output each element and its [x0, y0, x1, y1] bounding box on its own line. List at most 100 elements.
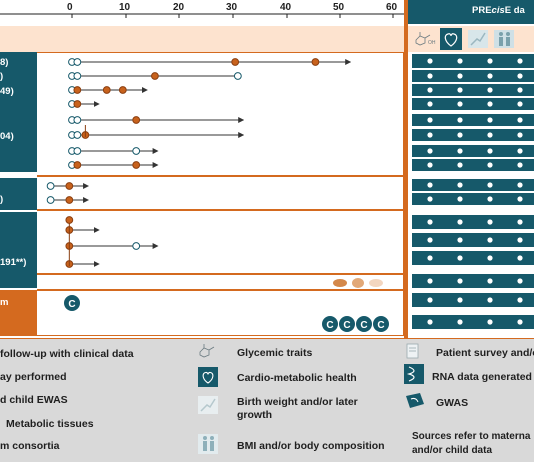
tick-label: 20: [173, 2, 185, 13]
legend-item: m consortia: [0, 440, 60, 452]
precise-row: [412, 251, 534, 265]
precise-row: [412, 114, 534, 126]
availability-dot: [427, 117, 433, 123]
axis-header: [0, 0, 404, 26]
availability-dot: [427, 73, 433, 79]
organs-icon: [333, 278, 383, 288]
availability-dot: [427, 297, 433, 303]
availability-dot: [517, 237, 523, 243]
consortium-badge: C: [356, 316, 372, 332]
legend-item: Patient survey and/o: [436, 347, 534, 359]
icon-band: OH: [408, 26, 534, 52]
body-icon: [494, 30, 514, 48]
availability-dot: [457, 237, 463, 243]
left-column-lower: [0, 212, 37, 272]
consortium-badge-circle: [339, 316, 355, 332]
legend-item: Metabolic tissues: [6, 418, 94, 430]
availability-dot: [517, 219, 523, 225]
section-border: [37, 290, 404, 336]
open-dot: [73, 58, 82, 66]
precise-row: [412, 98, 534, 110]
open-dot: [73, 72, 82, 80]
growth-icon: [468, 30, 488, 48]
filled-dot: [231, 58, 240, 66]
body-icon: [198, 434, 218, 454]
legend-item: ay performed: [0, 371, 67, 383]
precise-header: PREcisE da: [408, 0, 534, 24]
availability-dot: [517, 319, 523, 325]
precise-title-part: PRE: [472, 5, 492, 16]
precise-data-grid: [404, 0, 534, 340]
precise-row: [412, 159, 534, 171]
availability-dot: [487, 162, 493, 168]
availability-dot: [517, 162, 523, 168]
cohort-label: ): [0, 194, 4, 205]
svg-text:OH: OH: [428, 40, 436, 46]
legend-item: BMI and/or body composition: [237, 440, 385, 452]
availability-dot: [457, 132, 463, 138]
filled-dot: [151, 72, 159, 80]
axis-line: [0, 13, 404, 18]
availability-dot: [457, 87, 463, 93]
section-border: [37, 176, 404, 210]
availability-dot: [517, 148, 523, 154]
glucose-icon: OH: [415, 32, 436, 46]
filled-dot: [132, 116, 141, 124]
consortia-label: m: [0, 297, 9, 308]
filled-dot: [118, 86, 127, 94]
gwas-icon: [406, 393, 424, 408]
left-column-consortia: [0, 290, 37, 336]
open-dot: [73, 116, 82, 124]
availability-dot: [517, 87, 523, 93]
open-dot: [132, 147, 141, 155]
availability-dot: [517, 278, 523, 284]
consortium-badge-letter: C: [360, 320, 367, 331]
availability-dot: [457, 278, 463, 284]
filled-dot: [102, 86, 111, 94]
availability-dot: [517, 196, 523, 202]
availability-dot: [457, 73, 463, 79]
legend-item: d child EWAS: [0, 394, 68, 406]
availability-dot: [517, 182, 523, 188]
consortium-badge-circle: [373, 316, 389, 332]
availability-dot: [517, 297, 523, 303]
cohort-label: ): [0, 71, 4, 82]
legend-item: RNA data generated: [432, 371, 532, 383]
consortium-badge-letter: C: [343, 320, 350, 331]
availability-dot: [427, 319, 433, 325]
filled-dot: [73, 161, 82, 169]
availability-dot: [517, 132, 523, 138]
legend-item: Glycemic traits: [237, 347, 313, 359]
precise-row: [412, 193, 534, 205]
availability-dot: [487, 219, 493, 225]
cohort-label: 04): [0, 131, 14, 142]
availability-dot: [427, 237, 433, 243]
legend-item: follow-up with clinical data: [0, 348, 134, 360]
availability-dot: [457, 182, 463, 188]
consortium-badge-circle: [64, 295, 80, 311]
availability-dot: [457, 58, 463, 64]
consortium-badge: C: [339, 316, 355, 332]
consortium-badge-letter: C: [68, 299, 75, 310]
grid-divider: [404, 0, 408, 340]
availability-dot: [517, 255, 523, 261]
glucose-icon: [199, 344, 215, 358]
consortium-badge: C: [373, 316, 389, 332]
precise-row: [412, 54, 534, 68]
availability-dot: [487, 132, 493, 138]
section-border: [37, 52, 404, 176]
precise-title-italic: cis: [491, 5, 505, 16]
growth-icon: [198, 396, 218, 414]
availability-dot: [427, 148, 433, 154]
availability-dot: [517, 117, 523, 123]
open-dot: [132, 242, 141, 250]
availability-dot: [487, 101, 493, 107]
filled-dot: [73, 86, 82, 94]
left-column-band: [0, 272, 37, 288]
availability-dot: [487, 278, 493, 284]
availability-dot: [457, 297, 463, 303]
precise-row: [412, 70, 534, 82]
tick-label: 50: [333, 2, 345, 13]
legend-note: Sources refer to materna and/or child da…: [412, 431, 531, 456]
